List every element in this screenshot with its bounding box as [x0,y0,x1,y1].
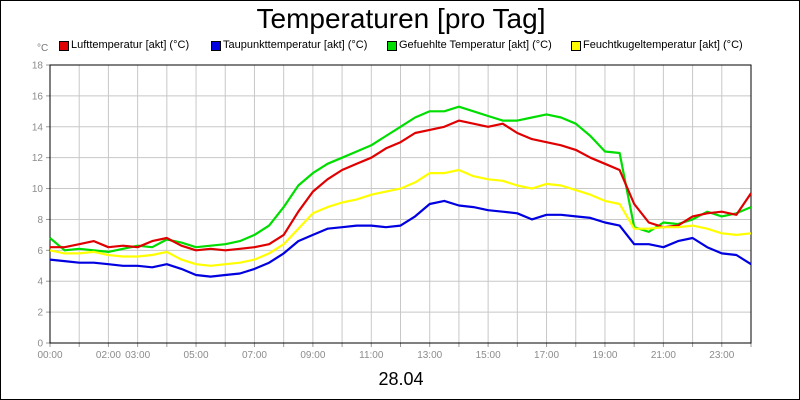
x-tick-label: 11:00 [359,350,384,361]
series-feuchtkugeltemperatur-line [49,168,752,267]
y-tick-label: 18 [32,61,44,72]
y-unit-label: °C [37,43,49,54]
series-lufttemperatur-line [50,119,752,252]
legend-swatch-feuchtkugeltemperatur [571,41,581,51]
y-tick-label: 2 [37,308,43,319]
x-tick-label: 17:00 [534,350,559,361]
y-tick-label: 8 [37,215,43,226]
y-tick-label: 14 [32,122,44,133]
x-tick-label: 03:00 [125,350,150,361]
x-tick-label: 05:00 [184,350,209,361]
legend-label-lufttemperatur: Lufttemperatur [akt] (°C) [71,39,190,51]
y-tick-label: 0 [37,339,43,350]
x-tick-label: 13:00 [417,350,442,361]
y-tick-label: 16 [32,91,44,102]
plot-border [49,64,752,344]
x-tick-label: 09:00 [300,350,325,361]
x-tick-label: 07:00 [242,350,267,361]
date-label: 28.04 [378,369,424,389]
legend-swatch-gefuehlte-temperatur [387,41,397,51]
x-tick-label: 19:00 [592,350,617,361]
x-tick-label: 21:00 [651,350,676,361]
legend-swatch-lufttemperatur [59,41,69,51]
x-tick-label: 02:00 [96,350,121,361]
legend-swatch-taupunkttemperatur [211,41,221,51]
legend-label-taupunkttemperatur: Taupunkttemperatur [akt] (°C) [223,39,368,51]
x-tick-label: 00:00 [37,350,62,361]
y-tick-label: 4 [37,277,43,288]
chart-title: Temperaturen [pro Tag] [256,3,546,34]
y-tick-label: 6 [37,246,43,257]
x-tick-label: 23:00 [709,350,734,361]
legend-label-feuchtkugeltemperatur: Feuchtkugeltemperatur [akt] (°C) [583,39,743,51]
legend-label-gefuehlte-temperatur: Gefuehlte Temperatur [akt] (°C) [399,39,552,51]
y-tick-label: 12 [32,153,44,164]
y-tick-label: 10 [32,184,44,195]
series-taupunkttemperatur-line [49,199,752,278]
x-tick-label: 15:00 [476,350,501,361]
